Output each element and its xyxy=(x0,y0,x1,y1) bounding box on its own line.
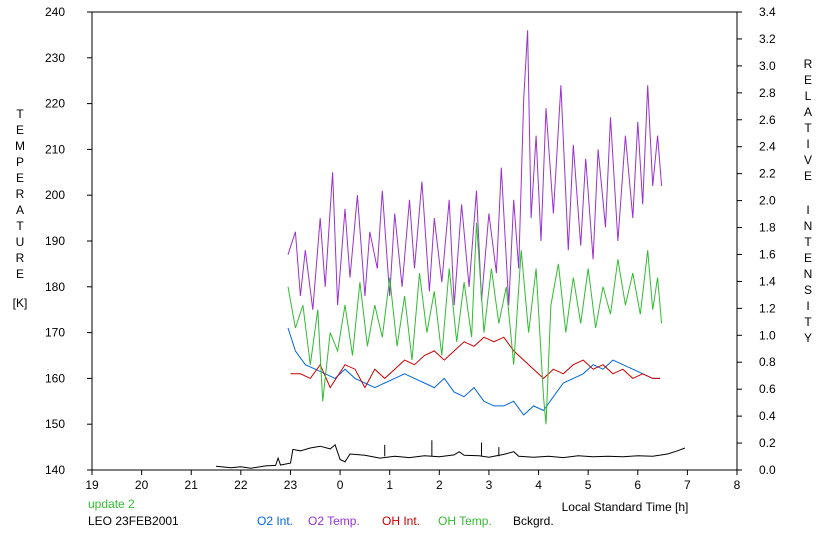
y-right-tick-label: 1.0 xyxy=(759,328,776,342)
legend-entry: OH Int. xyxy=(382,514,420,528)
y-left-tick-label: 160 xyxy=(45,371,65,385)
y-label-right-letter: I xyxy=(806,299,809,313)
x-tick-label: 7 xyxy=(684,478,691,492)
y-left-tick-label: 230 xyxy=(45,51,65,65)
series-line-o2-temp xyxy=(287,30,663,310)
y-label-right-letter: R xyxy=(804,57,813,71)
y-label-left-letter: P xyxy=(16,155,24,169)
x-tick-label: 22 xyxy=(234,478,248,492)
y-left-tick-label: 140 xyxy=(45,463,65,477)
y-right-tick-label: 2.8 xyxy=(759,86,776,100)
y-right-tick-label: 2.4 xyxy=(759,140,776,154)
legend: O2 Int. O2 Temp. OH Int. OH Temp. Bckgrd. xyxy=(257,514,554,528)
y-label-right-letter: E xyxy=(804,251,812,265)
y-left-tick-label: 200 xyxy=(45,188,65,202)
y-label-left-letter: E xyxy=(16,171,24,185)
y-left-tick-label: 170 xyxy=(45,326,65,340)
y-label-left-letter: R xyxy=(16,187,25,201)
y-left-tick-label: 150 xyxy=(45,417,65,431)
y-axis-right: 0.0 0.2 0.4 0.6 0.8 1.0 1.2 1.4 1.6 1.8 2.0 2.2 2.4 2… xyxy=(737,5,776,477)
y-right-tick-label: 2.2 xyxy=(759,167,776,181)
x-tick-label: 6 xyxy=(634,478,641,492)
y-label-right-letter: E xyxy=(804,73,812,87)
station-date-annotation: LEO 23FEB2001 xyxy=(88,514,179,528)
legend-entry: O2 Temp. xyxy=(308,514,360,528)
y-label-right-letter: Y xyxy=(804,331,812,345)
y-right-tick-label: 3.0 xyxy=(759,59,776,73)
y-label-right-letter: N xyxy=(804,219,813,233)
y-label-right-letter: T xyxy=(804,315,812,329)
y-label-left-letter: A xyxy=(16,203,24,217)
x-tick-label: 23 xyxy=(284,478,298,492)
y-label-left-letter: E xyxy=(16,123,24,137)
x-tick-label: 0 xyxy=(337,478,344,492)
y-label-right-letter: A xyxy=(804,105,812,119)
y-right-tick-label: 1.6 xyxy=(759,247,776,261)
y-label-left-letter: E xyxy=(16,267,24,281)
y-right-tick-label: 1.2 xyxy=(759,301,776,315)
x-tick-label: 1 xyxy=(386,478,393,492)
y-label-right-letter: E xyxy=(804,169,812,183)
legend-entry: O2 Int. xyxy=(257,514,293,528)
series-line-o2-int xyxy=(287,327,661,416)
series-line-oh-int xyxy=(290,336,661,389)
y-label-right-letter: T xyxy=(804,235,812,249)
y-label-right-letter: T xyxy=(804,121,812,135)
y-label-left-letter: R xyxy=(16,251,25,265)
y-label-right-letter: N xyxy=(804,267,813,281)
y-label-left-letter: M xyxy=(15,139,25,153)
y-left-tick-label: 180 xyxy=(45,280,65,294)
x-tick-label: 21 xyxy=(185,478,199,492)
legend-entry: OH Temp. xyxy=(438,514,492,528)
y-right-tick-label: 0.8 xyxy=(759,355,776,369)
y-label-right-letter: V xyxy=(804,153,812,167)
y-right-tick-label: 1.4 xyxy=(759,274,776,288)
y-right-tick-label: 3.2 xyxy=(759,32,776,46)
y-label-left-letter: T xyxy=(16,219,24,233)
y-left-tick-label: 210 xyxy=(45,142,65,156)
y-left-tick-label: 190 xyxy=(45,234,65,248)
y-label-right-letter: I xyxy=(806,203,809,217)
x-tick-label: 4 xyxy=(535,478,542,492)
y-label-right-letter: L xyxy=(805,89,812,103)
series-layer xyxy=(215,30,686,469)
y-axis-left: 140 150 160 170 180 190 200 210 220 230 240 xyxy=(45,5,92,477)
y-label-left-letter: U xyxy=(16,235,25,249)
x-tick-label: 2 xyxy=(436,478,443,492)
y-right-tick-label: 0.0 xyxy=(759,463,776,477)
y-label-left-unit: [K] xyxy=(13,296,28,310)
y-right-tick-label: 0.2 xyxy=(759,436,776,450)
y-right-tick-label: 1.8 xyxy=(759,221,776,235)
y-left-tick-label: 220 xyxy=(45,97,65,111)
x-tick-label: 19 xyxy=(85,478,99,492)
y-label-left-letter: T xyxy=(16,107,24,121)
series-line-oh-temp xyxy=(287,222,663,425)
x-tick-label: 3 xyxy=(486,478,493,492)
plot-frame xyxy=(91,11,738,471)
x-axis: 19 20 21 22 23 0 1 2 3 4 5 6 7 8 xyxy=(85,470,741,492)
x-axis-label: Local Standard Time [h] xyxy=(562,500,689,514)
y-label-right-letter: I xyxy=(806,137,809,151)
update-annotation: update 2 xyxy=(88,497,135,511)
y-right-tick-label: 3.4 xyxy=(759,5,776,19)
y-right-tick-label: 2.0 xyxy=(759,194,776,208)
y-right-tick-label: 0.4 xyxy=(759,409,776,423)
x-tick-label: 8 xyxy=(734,478,741,492)
y-right-tick-label: 0.6 xyxy=(759,382,776,396)
x-tick-label: 5 xyxy=(585,478,592,492)
y-left-tick-label: 240 xyxy=(45,5,65,19)
series-line-bckgrd xyxy=(215,443,686,469)
y-label-right-letter: S xyxy=(804,283,812,297)
y-right-tick-label: 2.6 xyxy=(759,113,776,127)
legend-entry: Bckgrd. xyxy=(513,514,554,528)
x-tick-label: 20 xyxy=(135,478,149,492)
